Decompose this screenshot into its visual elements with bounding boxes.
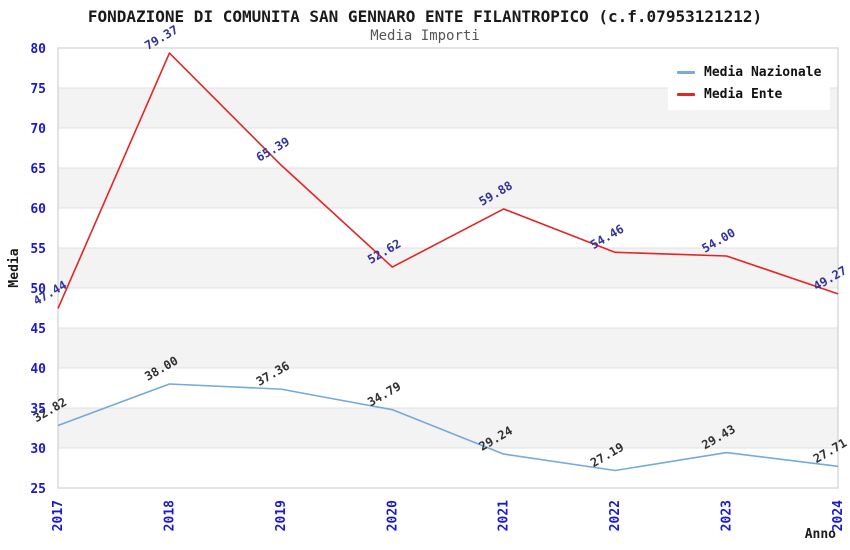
y-tick-label: 80 <box>30 42 46 57</box>
legend-label-media-nazionale: Media Nazionale <box>704 64 822 80</box>
legend-item-media-ente: Media Ente <box>677 83 821 105</box>
plot-band <box>58 408 838 448</box>
chart-title: FONDAZIONE DI COMUNITA SAN GENNARO ENTE … <box>87 7 763 26</box>
legend-item-media-nazionale: Media Nazionale <box>677 61 821 83</box>
x-tick-label: 2021 <box>497 500 512 531</box>
y-tick-label: 40 <box>30 362 46 377</box>
y-tick-label: 50 <box>30 282 46 297</box>
x-tick-label: 2024 <box>831 500 846 531</box>
y-tick-label: 25 <box>30 482 46 497</box>
y-tick-label: 55 <box>30 242 46 257</box>
plot-border <box>57 47 839 489</box>
data-point-label: 65.39 <box>254 134 292 164</box>
y-tick-label: 45 <box>30 322 46 337</box>
y-tick-label: 75 <box>30 82 46 97</box>
x-tick-label: 2020 <box>385 500 400 531</box>
plot-band <box>58 248 838 288</box>
x-tick-label: 2017 <box>51 500 66 531</box>
x-tick-label: 2019 <box>274 500 289 531</box>
series-line-media-ente <box>57 52 839 309</box>
legend: Media Nazionale Media Ente <box>668 56 831 110</box>
x-tick-label: 2022 <box>608 500 623 531</box>
legend-swatch-media-nazionale-icon <box>677 70 695 74</box>
y-axis-title: Media <box>7 248 22 287</box>
legend-label-media-ente: Media Ente <box>704 86 783 102</box>
chart-subtitle: Media Importi <box>370 28 480 44</box>
series-line-media-nazionale <box>57 383 839 472</box>
y-tick-label: 70 <box>30 122 46 137</box>
y-tick-label: 35 <box>30 402 46 417</box>
plot-band <box>58 328 838 368</box>
y-tick-label: 30 <box>30 442 46 457</box>
x-axis-title: Anno <box>805 527 836 542</box>
legend-swatch-media-ente-icon <box>677 92 695 96</box>
plot-band <box>58 168 838 208</box>
x-tick-label: 2023 <box>720 500 735 531</box>
data-point-label: 34.79 <box>365 379 403 409</box>
x-tick-label: 2018 <box>162 500 177 531</box>
data-point-label: 54.46 <box>588 222 626 252</box>
y-tick-label: 60 <box>30 202 46 217</box>
y-tick-label: 65 <box>30 162 46 177</box>
